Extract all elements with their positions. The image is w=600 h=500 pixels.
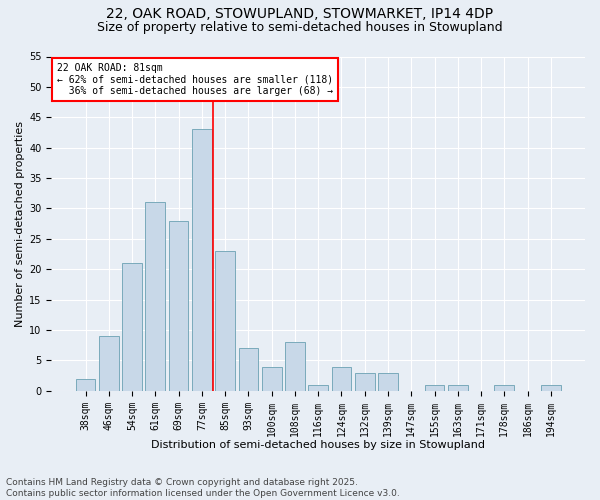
Bar — [192, 130, 212, 391]
Bar — [494, 385, 514, 391]
Bar — [425, 385, 445, 391]
Text: 22, OAK ROAD, STOWUPLAND, STOWMARKET, IP14 4DP: 22, OAK ROAD, STOWUPLAND, STOWMARKET, IP… — [106, 8, 494, 22]
Bar — [378, 372, 398, 391]
Bar — [308, 385, 328, 391]
Text: Contains HM Land Registry data © Crown copyright and database right 2025.
Contai: Contains HM Land Registry data © Crown c… — [6, 478, 400, 498]
Bar — [448, 385, 467, 391]
Bar — [541, 385, 561, 391]
Text: Size of property relative to semi-detached houses in Stowupland: Size of property relative to semi-detach… — [97, 21, 503, 34]
Bar — [215, 251, 235, 391]
Bar — [332, 366, 352, 391]
Bar — [355, 372, 374, 391]
Bar — [76, 378, 95, 391]
Y-axis label: Number of semi-detached properties: Number of semi-detached properties — [15, 120, 25, 326]
Bar — [239, 348, 258, 391]
X-axis label: Distribution of semi-detached houses by size in Stowupland: Distribution of semi-detached houses by … — [151, 440, 485, 450]
Bar — [99, 336, 119, 391]
Bar — [169, 220, 188, 391]
Bar — [122, 263, 142, 391]
Bar — [262, 366, 281, 391]
Bar — [285, 342, 305, 391]
Bar — [145, 202, 165, 391]
Text: 22 OAK ROAD: 81sqm
← 62% of semi-detached houses are smaller (118)
  36% of semi: 22 OAK ROAD: 81sqm ← 62% of semi-detache… — [57, 63, 333, 96]
